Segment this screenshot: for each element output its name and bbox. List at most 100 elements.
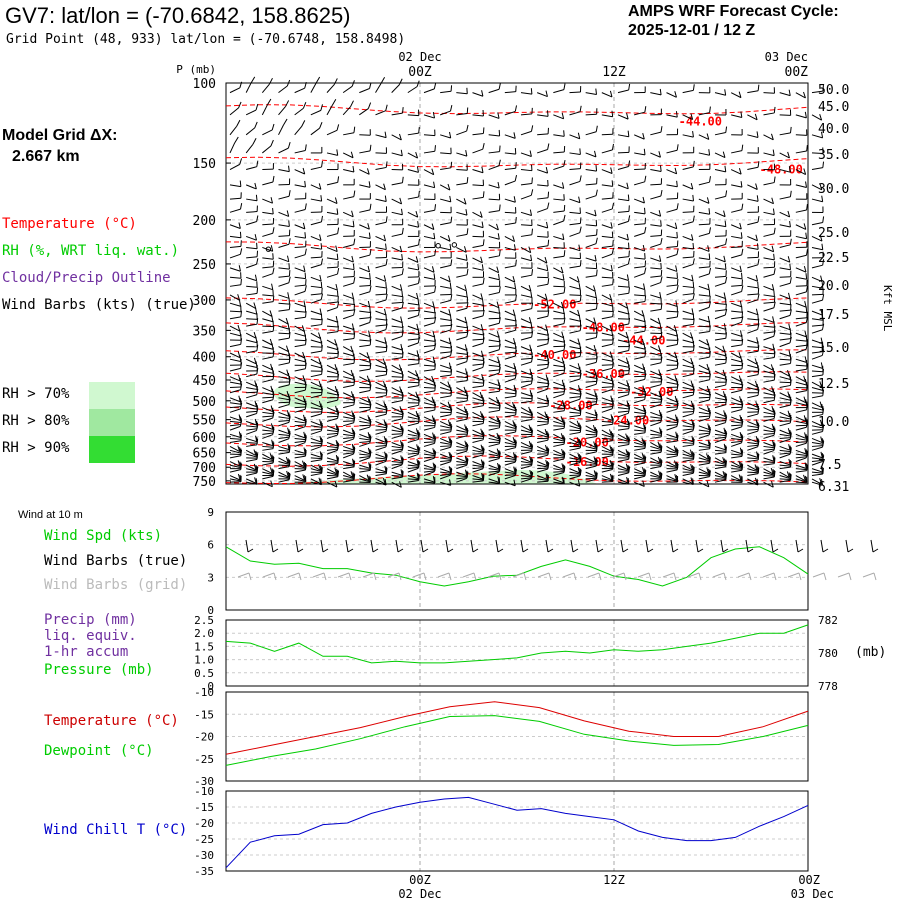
wind-barb-flag [693, 318, 695, 325]
wind-barb-grid [662, 572, 675, 578]
wind-barb-flag [234, 136, 239, 144]
wind-barb [359, 437, 371, 441]
wind-barb-flag [709, 176, 711, 183]
wind-barb [246, 350, 258, 354]
wind-barb [472, 244, 484, 248]
wind-barb [666, 169, 677, 175]
wind-barb [229, 440, 241, 443]
wind-barb-flag [754, 113, 758, 120]
wind-barb [666, 402, 678, 405]
wind-barb-flag [320, 195, 323, 202]
wind-barb-grid-flag [398, 572, 402, 581]
wind-barb [650, 362, 662, 366]
wind-barb [682, 198, 694, 202]
wind-barb [343, 449, 355, 452]
wind-barb-flag [238, 101, 242, 109]
wind-barb [634, 415, 646, 418]
model-grid-label: Model Grid ΔX: [2, 127, 118, 144]
wind-barb-flag [561, 448, 564, 456]
wind-barb [601, 352, 613, 358]
wind-barb [553, 387, 565, 390]
wind-barb [440, 446, 451, 451]
wind-barb [811, 351, 823, 354]
wind-barb [779, 196, 791, 200]
wind-barb [569, 378, 581, 383]
wind-barb [488, 481, 500, 484]
wind-barb [617, 449, 629, 456]
wind-barb-flag [660, 398, 663, 405]
wind-barb-10m [745, 539, 749, 553]
wind-barb-flag [576, 420, 580, 427]
isotherm-line [225, 416, 809, 428]
wind-barb-flag [447, 235, 451, 242]
wind-barb [601, 445, 612, 452]
wind-barb-flag [676, 449, 679, 457]
wind-barb-flag [367, 300, 371, 308]
wind-barb [731, 246, 743, 248]
wind-barb [262, 442, 273, 447]
wind-barb [245, 184, 257, 190]
top-time-label: 00Z [408, 65, 432, 80]
wind-barb-flag [821, 195, 824, 202]
wind-barb-flag [579, 456, 582, 463]
wind-barb [779, 397, 791, 401]
wind-barb [585, 337, 597, 341]
wind-barb [294, 397, 305, 403]
wind-barb-10m-flag [722, 548, 729, 553]
wind-barb [553, 114, 564, 120]
wind-barb [714, 332, 727, 335]
wind-barb-flag [547, 361, 550, 368]
wind-barb [278, 416, 290, 419]
wind-barb [537, 245, 549, 248]
wind-barb [617, 210, 630, 213]
wind-barb [553, 393, 564, 399]
wind-barb [634, 432, 646, 435]
wind-barb [391, 476, 403, 480]
wind-barb [326, 294, 338, 297]
wind-barb [423, 409, 435, 413]
wind-barb-flag [755, 234, 758, 241]
wind-barb [375, 441, 387, 445]
wind-barb-flag [353, 238, 356, 245]
wind-barb [246, 246, 258, 250]
wind-barb [666, 332, 678, 337]
wind-barb-flag [464, 469, 468, 476]
isotherm-line [225, 402, 809, 413]
wind-barb [343, 224, 355, 228]
wind-barb [520, 445, 532, 450]
wind-barb [375, 420, 386, 427]
wind-barb-flag [628, 287, 630, 294]
wind-barb-flag [628, 83, 631, 91]
wind-barb-flag [482, 361, 485, 368]
wind-barb [472, 267, 484, 271]
wind-barb [747, 453, 758, 458]
wind-barb [795, 368, 807, 372]
wind-barb-flag [367, 396, 370, 403]
wind-barb-flag [447, 183, 451, 191]
wind-barb-flag [498, 249, 501, 256]
wind-barb [488, 302, 499, 309]
y-tick-label: -25 [194, 753, 214, 766]
wind-barb [343, 404, 354, 409]
wind-barb [795, 442, 807, 447]
wind-barb [391, 464, 403, 470]
wind-barb-flag [256, 453, 259, 460]
wind-barb [666, 254, 678, 259]
wind-barb [553, 369, 565, 372]
wind-barb [714, 466, 726, 470]
wind-barb-flag [304, 420, 307, 427]
wind-barb-flag [496, 448, 500, 455]
wind-barb [423, 209, 435, 213]
wind-barb [456, 370, 467, 375]
wind-barb [569, 425, 581, 430]
y-tick-label: -10 [194, 686, 214, 699]
wind-barb-flag [741, 362, 744, 369]
wind-barb-flag [512, 235, 516, 242]
wind-barb [795, 364, 807, 367]
wind-barb-flag [482, 417, 485, 424]
wind-barb [731, 302, 742, 308]
wind-barb-flag [611, 362, 614, 369]
wind-barb-flag [318, 380, 322, 387]
wind-barb [731, 420, 743, 424]
wind-barb [375, 358, 386, 365]
